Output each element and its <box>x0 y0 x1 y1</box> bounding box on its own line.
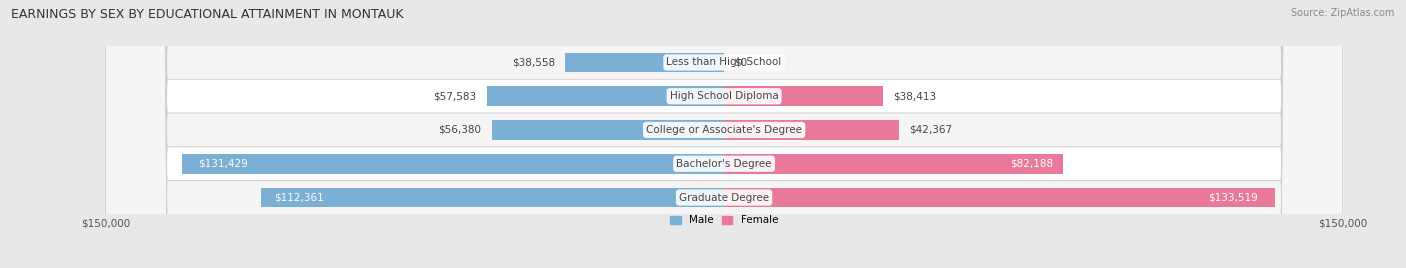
Bar <box>565 53 724 72</box>
Bar <box>724 154 1063 174</box>
Text: $133,519: $133,519 <box>1209 192 1258 203</box>
Text: $38,558: $38,558 <box>512 57 555 68</box>
Bar <box>724 86 883 106</box>
Bar <box>492 120 724 140</box>
Text: $42,367: $42,367 <box>910 125 952 135</box>
Text: $82,188: $82,188 <box>1010 159 1053 169</box>
Text: Less than High School: Less than High School <box>666 57 782 68</box>
Text: $38,413: $38,413 <box>893 91 936 101</box>
Text: $0: $0 <box>734 57 748 68</box>
Legend: Male, Female: Male, Female <box>666 211 782 229</box>
FancyBboxPatch shape <box>105 0 1343 268</box>
Text: College or Associate's Degree: College or Associate's Degree <box>647 125 801 135</box>
Text: Graduate Degree: Graduate Degree <box>679 192 769 203</box>
Text: Bachelor's Degree: Bachelor's Degree <box>676 159 772 169</box>
Text: $131,429: $131,429 <box>198 159 247 169</box>
Text: $112,361: $112,361 <box>274 192 325 203</box>
Text: High School Diploma: High School Diploma <box>669 91 779 101</box>
Text: $56,380: $56,380 <box>439 125 481 135</box>
Bar <box>181 154 724 174</box>
Bar <box>260 188 724 207</box>
Bar <box>486 86 724 106</box>
Bar <box>724 188 1275 207</box>
Text: EARNINGS BY SEX BY EDUCATIONAL ATTAINMENT IN MONTAUK: EARNINGS BY SEX BY EDUCATIONAL ATTAINMEN… <box>11 8 404 21</box>
FancyBboxPatch shape <box>105 0 1343 268</box>
Bar <box>724 120 898 140</box>
FancyBboxPatch shape <box>105 0 1343 268</box>
Text: Source: ZipAtlas.com: Source: ZipAtlas.com <box>1291 8 1395 18</box>
Text: $57,583: $57,583 <box>433 91 477 101</box>
FancyBboxPatch shape <box>105 0 1343 268</box>
FancyBboxPatch shape <box>105 0 1343 268</box>
